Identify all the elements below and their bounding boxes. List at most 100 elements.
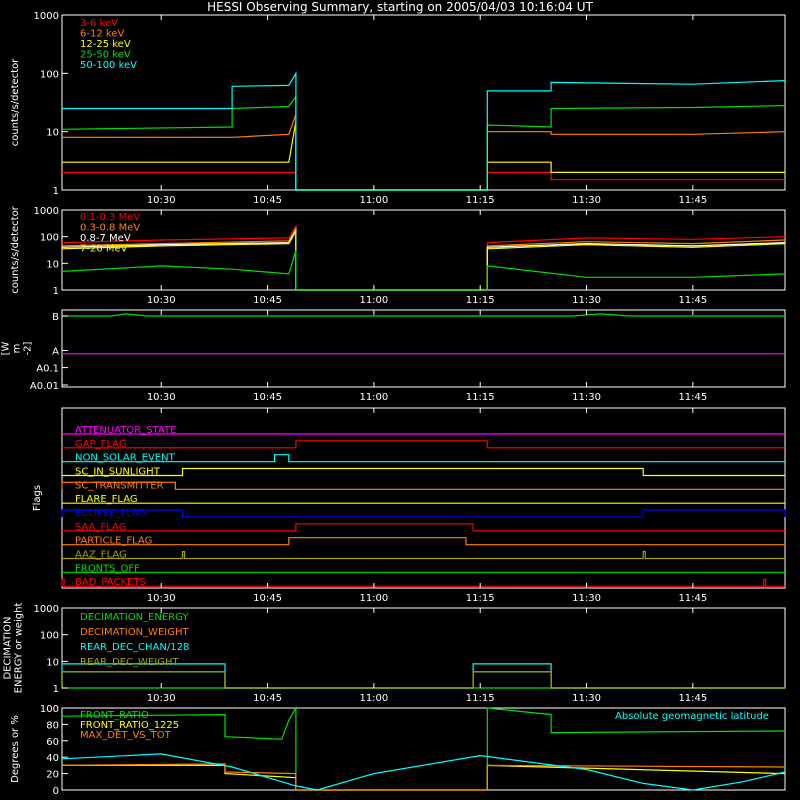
hxr-high-frame <box>61 209 786 291</box>
flag-gap-flag-line <box>62 440 785 449</box>
hxr-low-frame <box>61 14 786 191</box>
flag-sc-transmitter-line <box>61 481 785 490</box>
hxr-high-xtick-label: 11:00 <box>359 295 388 306</box>
goes-ytick-label: A0.1 <box>36 364 59 375</box>
flag-label: AAZ_FLAG <box>75 550 127 561</box>
ratios-legend-entry: FRONT_RATIO <box>80 710 149 721</box>
flag-label: GAP_FLAG <box>75 439 127 450</box>
flag-aaz-flag-line <box>62 550 785 560</box>
decimation-legend-entry: REAR_DEC_WEIGHT <box>80 657 179 668</box>
hxr-high-series-0-line <box>61 223 786 291</box>
hxr-low-xtick-label: 11:45 <box>678 195 707 206</box>
hxr-high-xtick-label: 11:15 <box>466 295 495 306</box>
hxr-high-xtick-label: 11:45 <box>678 295 707 306</box>
flag-label: FRONTS_OFF <box>75 563 140 574</box>
hxr-low-xtick-label: 11:00 <box>359 195 388 206</box>
flag-sc-in-sunlight-line <box>62 467 785 477</box>
flag-particle-flag-line <box>62 537 785 546</box>
page-title: HESSI Observing Summary, starting on 200… <box>207 0 593 14</box>
hxr-low-ytick-label: 100 <box>40 69 59 80</box>
flag-saa-flag-line <box>62 523 785 532</box>
flag-label: SC_TRANSMITTER <box>75 480 164 491</box>
hxr-high-xtick-label: 10:30 <box>147 295 176 306</box>
decimation-ytick-label: 10 <box>46 657 59 668</box>
hxr-high-ytick-label: 10 <box>46 259 59 270</box>
flags-xtick-label: 10:30 <box>147 593 176 604</box>
hxr-low-ytick-label: 1000 <box>34 11 59 22</box>
decimation-legend-entry: REAR_DEC_CHAN/128 <box>80 642 189 653</box>
flags-ylabel: Flags <box>32 485 43 511</box>
decimation-xtick-label: 10:45 <box>253 693 282 704</box>
decimation-xtick-label: 11:45 <box>678 693 707 704</box>
goes-ylabel: [W <box>1 341 12 355</box>
hxr-low-series-1-line <box>62 113 786 191</box>
flag-non-solar-event-line <box>62 454 785 463</box>
ratios-series-1-line <box>62 764 786 791</box>
decimation-xtick-label: 11:15 <box>466 693 495 704</box>
ratios-ytick-label: 100 <box>40 704 59 715</box>
decimation-ylabel: DECIMATION <box>3 616 14 679</box>
hxr-low-series-0-line <box>62 171 785 191</box>
goes-series-0-line <box>62 313 785 317</box>
flag-label: SC_IN_SUNLIGHT <box>75 467 161 478</box>
hxr-low-xtick-label: 10:30 <box>147 195 176 206</box>
hxr-low-legend-entry: 3-6 keV <box>80 18 118 29</box>
flags-xtick-label: 11:30 <box>572 593 601 604</box>
hxr-low-legend-entry: 12-25 keV <box>80 39 131 50</box>
goes-ytick-label: A0.01 <box>30 381 59 392</box>
goes-ytick-label: A <box>52 347 59 358</box>
flags-xtick-label: 11:15 <box>466 593 495 604</box>
decimation-ylabel: ENERGY or weight <box>14 603 25 694</box>
flag-label: ECLIPSE_FLAG <box>75 508 146 519</box>
ratios-series-2-line <box>61 763 786 791</box>
goes-ylabel: m <box>12 344 23 354</box>
goes-ylabel: -2] <box>23 341 34 355</box>
ratios-ytick-label: 40 <box>46 753 59 764</box>
hxr-high-legend-entry: 7-20 MeV <box>80 244 128 255</box>
decimation-ytick-label: 100 <box>40 631 59 642</box>
hxr-high-ytick-label: 1 <box>53 286 59 297</box>
ratios-ytick-label: 0 <box>53 786 59 797</box>
hxr-high-ytick-label: 1000 <box>34 206 59 217</box>
ratios-ylabel: Degrees or % <box>10 715 21 783</box>
decimation-series-3-line <box>61 671 785 689</box>
hxr-low-legend-entry: 50-100 keV <box>80 60 137 71</box>
hxr-low-series-4-line <box>62 71 786 191</box>
flag-label: PARTICLE_FLAG <box>75 536 152 547</box>
goes-xtick-label: 10:45 <box>253 392 282 403</box>
flag-label: ATTENUATOR_STATE <box>75 425 176 436</box>
flags-xtick-label: 10:45 <box>253 593 282 604</box>
goes-xtick-label: 11:00 <box>359 392 388 403</box>
goes-ytick-label: B <box>52 312 59 323</box>
flags-frame <box>61 407 786 589</box>
ratios-legend-entry: MAX_DET_VS_TOT <box>80 730 172 741</box>
flag-label: NON_SOLAR_EVENT <box>75 453 176 464</box>
hxr-high-legend-entry: 0.8-7 MeV <box>80 233 131 244</box>
hxr-high-legend-entry: 0.1-0.3 MeV <box>80 212 140 223</box>
hxr-high-ytick-label: 100 <box>40 233 59 244</box>
hxr-low-xtick-label: 11:30 <box>572 195 601 206</box>
goes-xtick-label: 11:30 <box>572 392 601 403</box>
ratios-series-0-line <box>61 705 786 791</box>
ratios-ytick-label: 80 <box>46 720 59 731</box>
hxr-high-xtick-label: 10:45 <box>253 295 282 306</box>
decimation-ytick-label: 1 <box>53 684 59 695</box>
hxr-low-legend-entry: 25-50 keV <box>80 50 131 61</box>
decimation-series-1-line <box>61 671 785 689</box>
hxr-low-ytick-label: 10 <box>46 128 59 139</box>
flag-bad-packets-line <box>61 578 785 587</box>
flag-label: SAA_FLAG <box>75 522 126 533</box>
goes-xtick-label: 11:15 <box>466 392 495 403</box>
flag-eclipse-flag-line <box>61 509 786 518</box>
flags-xtick-label: 11:45 <box>678 593 707 604</box>
flags-xtick-label: 11:00 <box>359 593 388 604</box>
ratios-annotation: Absolute geomagnetic latitude <box>615 711 769 722</box>
decimation-xtick-label: 11:30 <box>572 693 601 704</box>
ratios-series-3-line <box>61 753 786 791</box>
decimation-xtick-label: 10:30 <box>147 693 176 704</box>
goes-frame <box>61 309 786 388</box>
goes-xtick-label: 10:30 <box>147 392 176 403</box>
hxr-low-xtick-label: 11:15 <box>466 195 495 206</box>
goes-ylabel: GOES-12 <box>0 326 1 371</box>
